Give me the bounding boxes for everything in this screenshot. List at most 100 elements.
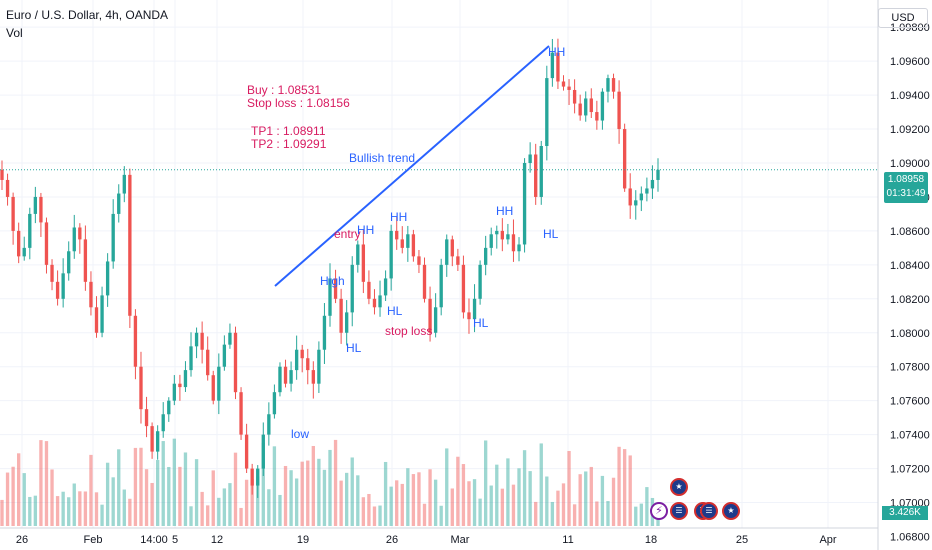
volume-bar (472, 479, 477, 526)
candle-body (467, 312, 471, 320)
candle-body (478, 264, 482, 299)
chart-annotation[interactable]: TP1 : 1.08911 (251, 124, 326, 138)
volume-bar (439, 505, 443, 526)
chart-annotation[interactable]: HH (390, 210, 407, 224)
candle-body (94, 307, 99, 333)
volume-bar (567, 450, 571, 526)
chart-annotation[interactable]: High (320, 274, 345, 288)
volume-bar (606, 501, 610, 526)
candle-body (11, 196, 15, 231)
volume-bar (300, 461, 304, 526)
volume-bar (17, 453, 21, 526)
volume-bar (634, 506, 638, 526)
volume-bar (589, 466, 593, 526)
volume-bar (339, 480, 343, 526)
volume-bar (584, 471, 588, 526)
chart-annotation[interactable]: low (291, 427, 309, 441)
volume-bar (117, 449, 121, 526)
chart-annotation[interactable]: HL (387, 304, 403, 318)
volume-bar (211, 470, 215, 526)
chart-annotation[interactable]: HL (473, 316, 489, 330)
candle-body (522, 162, 527, 245)
candle-body (111, 213, 115, 262)
candle-body (534, 154, 538, 197)
volume-bar (578, 474, 582, 526)
volume-bar (383, 461, 388, 526)
candle-body (517, 244, 521, 252)
candle-body (367, 281, 371, 299)
chart-annotation[interactable]: Buy : 1.08531 (247, 83, 321, 97)
bullish-trendline[interactable] (274, 45, 550, 287)
candle-body (33, 196, 38, 214)
candle-body (339, 298, 343, 333)
candle-body (606, 78, 610, 92)
volume-bar (256, 476, 260, 526)
candle-body (645, 188, 649, 194)
chart-annotation[interactable]: Bullish trend (349, 151, 415, 165)
economic-event-us-icon[interactable]: ☰ (670, 502, 688, 520)
candle-body (639, 193, 643, 201)
volume-bar (422, 503, 427, 526)
chart-annotation[interactable]: Stop loss : 1.08156 (247, 96, 350, 110)
volume-bar (94, 492, 99, 526)
volume-indicator-label[interactable]: Vol (6, 26, 23, 40)
volume-bar (178, 466, 182, 526)
chart-annotation[interactable]: HL (346, 341, 362, 355)
volume-bar (111, 477, 115, 526)
chart-annotation[interactable]: HH (496, 204, 513, 218)
volume-bar (433, 479, 438, 526)
candle-body (489, 234, 493, 248)
price-tick-label: 1.08200 (890, 294, 930, 306)
candle-body (105, 261, 110, 296)
economic-event-us-icon-3[interactable]: ☰ (700, 502, 718, 520)
chart-annotation[interactable]: HH (357, 223, 374, 237)
candle-body (400, 239, 404, 248)
candle-body (506, 234, 510, 240)
chart-annotation[interactable]: entry (334, 227, 361, 241)
candle-body (172, 383, 177, 401)
volume-bar (456, 456, 460, 526)
chart-annotation[interactable]: stop loss (385, 324, 432, 338)
candle-body (589, 98, 593, 113)
time-tick-label: 26 (386, 534, 398, 546)
candle-body (133, 315, 138, 367)
candle-body (572, 89, 577, 104)
candle-body (144, 409, 149, 427)
price-tick-label: 1.09400 (890, 90, 930, 102)
chart-annotation[interactable]: HH (548, 45, 565, 59)
candle-body (150, 426, 154, 452)
candle-body (78, 227, 82, 240)
volume-bar (511, 484, 516, 526)
volume-bar (639, 503, 643, 526)
candle-body (17, 230, 21, 257)
price-tick-label: 1.09600 (890, 56, 930, 68)
volume-bar (534, 501, 538, 526)
volume-bar (622, 449, 627, 526)
volume-bar (306, 460, 310, 526)
chart-annotation[interactable]: TP2 : 1.09291 (251, 137, 327, 151)
candle-body (233, 332, 238, 393)
candle-body (617, 91, 621, 130)
time-tick-label: 25 (736, 534, 748, 546)
chart-annotation[interactable]: HL (543, 227, 559, 241)
time-tick-label: 12 (211, 534, 223, 546)
candle-body (50, 264, 54, 282)
volume-bar (261, 442, 265, 526)
economic-event-eu-icon-2[interactable]: ★ (722, 502, 740, 520)
price-tick-label: 1.07600 (890, 396, 930, 408)
volume-bar (28, 496, 32, 526)
volume-bar (100, 504, 104, 526)
candle-body (183, 370, 188, 388)
volume-bar (595, 501, 599, 526)
volume-bar (517, 468, 521, 526)
volume-bar (550, 501, 555, 526)
lightning-event-icon[interactable]: ⚡ (650, 502, 668, 520)
volume-bar (445, 448, 449, 526)
candle-body (239, 392, 243, 435)
volume-bar (333, 439, 338, 526)
candle-body (378, 295, 382, 308)
economic-event-eu-icon[interactable]: ★ (670, 478, 688, 496)
candle-body (161, 414, 165, 432)
currency-button[interactable]: USD (878, 8, 928, 28)
